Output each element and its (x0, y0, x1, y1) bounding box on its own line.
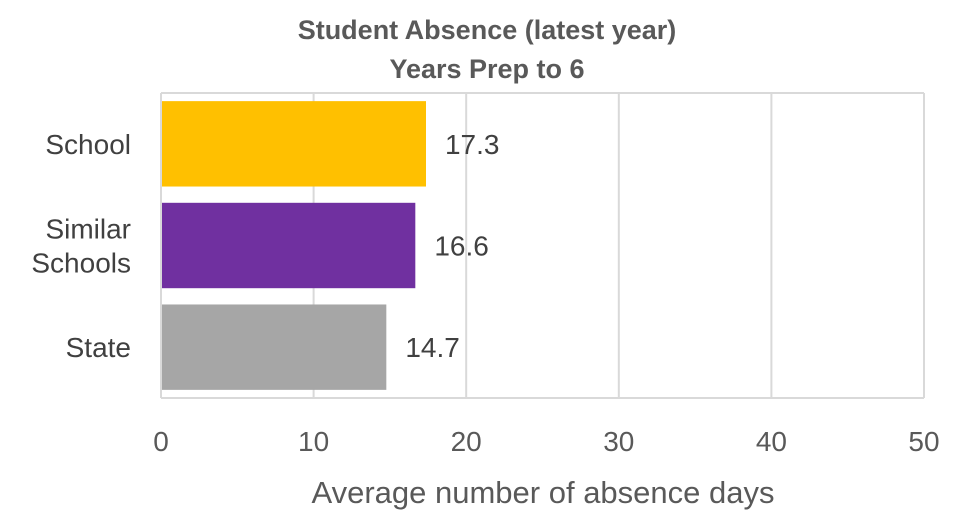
x-tick-label-50: 50 (908, 426, 939, 457)
chart-title: Student Absence (latest year) (298, 15, 677, 45)
category-label-school: School (45, 129, 131, 160)
chart-subtitle: Years Prep to 6 (389, 54, 584, 84)
category-label-state: State (66, 332, 131, 363)
bar-school (162, 101, 426, 187)
x-tick-label-0: 0 (153, 426, 169, 457)
value-label-state: 14.7 (405, 332, 460, 363)
x-axis-title: Average number of absence days (311, 475, 774, 510)
bar-state (162, 304, 387, 390)
x-tick-label-10: 10 (298, 426, 329, 457)
bar-similar-schools (162, 202, 416, 289)
x-tick-labels: 0 10 20 30 40 50 (153, 426, 939, 457)
category-label-similar-schools: Similar Schools (31, 214, 131, 279)
value-label-school: 17.3 (445, 129, 500, 160)
bars (162, 101, 426, 390)
x-tick-label-30: 30 (603, 426, 634, 457)
x-tick-label-40: 40 (756, 426, 787, 457)
x-tick-label-20: 20 (451, 426, 482, 457)
value-label-similar-schools: 16.6 (434, 231, 489, 262)
value-labels: 17.3 16.6 14.7 (405, 129, 499, 363)
category-labels: School Similar Schools State (31, 129, 131, 363)
